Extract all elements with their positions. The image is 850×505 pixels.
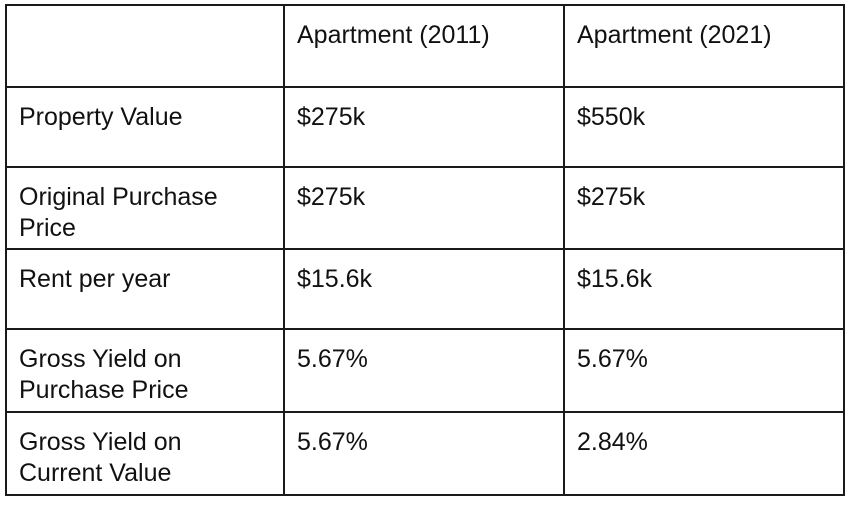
table-cell: $275k xyxy=(563,166,845,250)
header-cell-2021: Apartment (2021) xyxy=(563,4,845,88)
table-cell: $275k xyxy=(283,166,565,250)
row-label: Original Purchase Price xyxy=(5,166,285,250)
table-cell: $550k xyxy=(563,86,845,168)
header-cell-2011: Apartment (2011) xyxy=(283,4,565,88)
table-row: Property Value $275k $550k xyxy=(5,86,845,168)
comparison-table: Apartment (2011) Apartment (2021) Proper… xyxy=(5,4,845,496)
table-row: Gross Yield on Purchase Price 5.67% 5.67… xyxy=(5,328,845,413)
row-label: Gross Yield on Purchase Price xyxy=(5,328,285,413)
table-cell: 5.67% xyxy=(563,328,845,413)
row-label: Gross Yield on Current Value xyxy=(5,411,285,496)
row-label: Rent per year xyxy=(5,248,285,330)
table-cell: $15.6k xyxy=(283,248,565,330)
table-cell: 2.84% xyxy=(563,411,845,496)
table-cell: 5.67% xyxy=(283,411,565,496)
table-cell: $15.6k xyxy=(563,248,845,330)
row-label: Property Value xyxy=(5,86,285,168)
table-row: Original Purchase Price $275k $275k xyxy=(5,166,845,250)
table-row: Gross Yield on Current Value 5.67% 2.84% xyxy=(5,411,845,496)
table-cell: 5.67% xyxy=(283,328,565,413)
header-row: Apartment (2011) Apartment (2021) xyxy=(5,4,845,88)
table-cell: $275k xyxy=(283,86,565,168)
table-row: Rent per year $15.6k $15.6k xyxy=(5,248,845,330)
header-cell-empty xyxy=(5,4,285,88)
